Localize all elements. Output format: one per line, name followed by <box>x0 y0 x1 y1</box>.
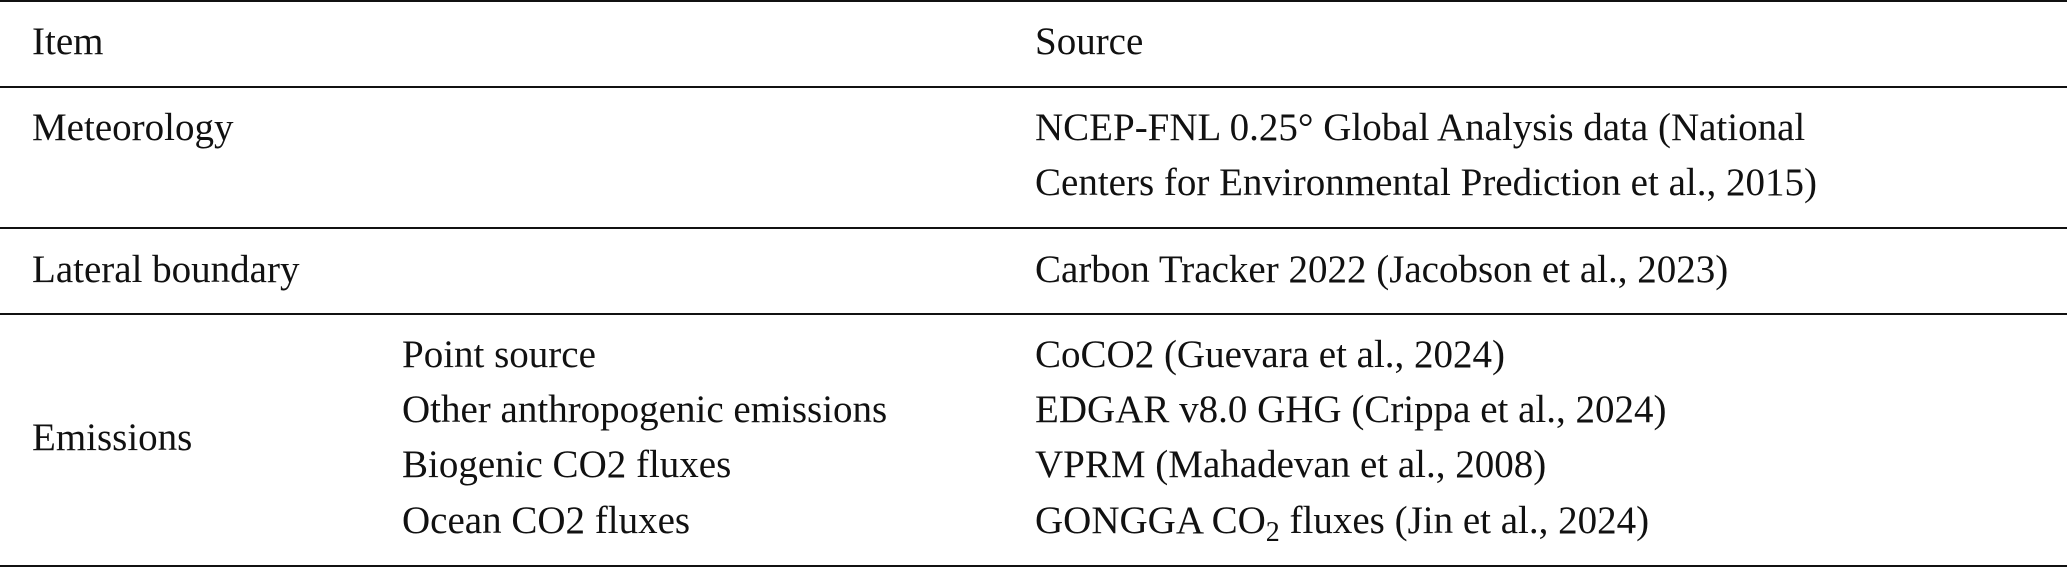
header-cell: Source <box>1035 20 1144 63</box>
header-cell: Item <box>32 20 104 63</box>
row-rule <box>0 227 2067 229</box>
source-cell: GONGGA CO2 fluxes (Jin et al., 2024) <box>1035 498 1650 547</box>
item-cell: Lateral boundary <box>32 248 300 291</box>
item-cell: Meteorology <box>32 106 234 149</box>
subitem-cell: Ocean CO2 fluxes <box>402 499 691 542</box>
subitem-cell: Point source <box>402 333 596 376</box>
source-text: GONGGA CO <box>1035 499 1266 542</box>
item-cell: Emissions <box>32 416 193 459</box>
source-cell: EDGAR v8.0 GHG (Crippa et al., 2024) <box>1035 388 1667 431</box>
source-text: fluxes (Jin et al., 2024) <box>1279 499 1650 542</box>
subitem-cell: Biogenic CO2 fluxes <box>402 443 732 486</box>
source-cell: CoCO2 (Guevara et al., 2024) <box>1035 333 1506 376</box>
bottom-rule <box>0 565 2067 567</box>
top-rule <box>0 0 2067 2</box>
source-cell: Carbon Tracker 2022 (Jacobson et al., 20… <box>1035 248 1729 291</box>
row-rule <box>0 313 2067 315</box>
source-line: Centers for Environmental Prediction et … <box>1035 161 1817 204</box>
subitem-cell: Other anthropogenic emissions <box>402 388 888 431</box>
source-cell: VPRM (Mahadevan et al., 2008) <box>1035 443 1547 486</box>
header-rule <box>0 86 2067 88</box>
source-line: NCEP-FNL 0.25° Global Analysis data (Nat… <box>1035 106 1806 149</box>
subscript: 2 <box>1265 517 1280 548</box>
